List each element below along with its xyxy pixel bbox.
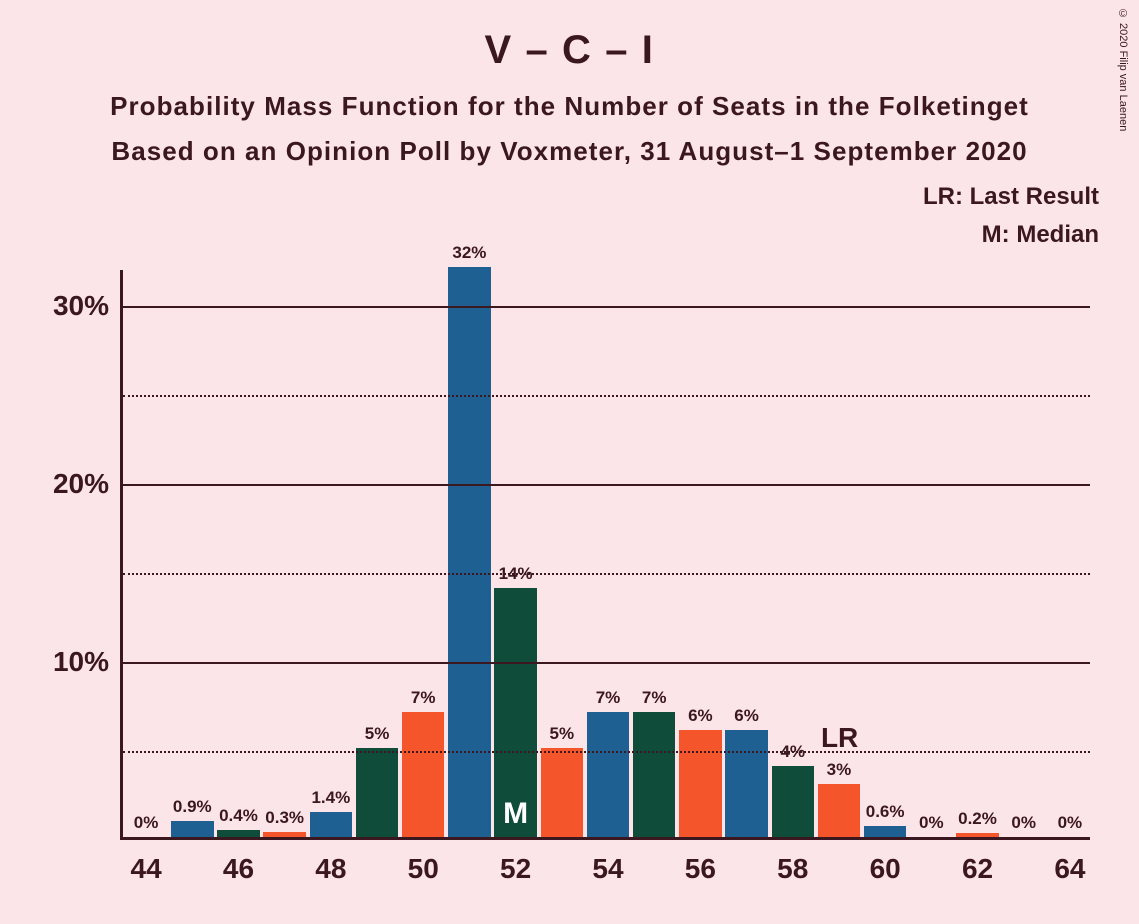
x-axis-label: 58 [777,853,808,885]
chart-title: V – C – I [0,0,1139,73]
x-axis-label: 48 [315,853,346,885]
bar: 7% [402,712,444,837]
bar-value-label: 0.6% [866,802,905,822]
bar-value-label: 1.4% [311,788,350,808]
x-axis-label: 62 [962,853,993,885]
x-axis-label: 60 [870,853,901,885]
bar: 5% [541,748,583,837]
bar-value-label: 6% [734,706,759,726]
bar: 1.4% [310,812,352,837]
y-axis-label: 30% [53,290,109,322]
bar: 4% [772,766,814,837]
gridline-major [123,484,1090,486]
chart-plot-area: 0%0.9%0.4%0.3%1.4%5%7%32%14%M5%7%7%6%6%4… [120,270,1090,840]
x-axis-label: 46 [223,853,254,885]
chart-subtitle-2: Based on an Opinion Poll by Voxmeter, 31… [0,122,1139,167]
legend-m: M: Median [923,216,1099,254]
bar: 7% [633,712,675,837]
gridline-minor [123,395,1090,397]
bar: 3% [818,784,860,837]
bar: 5% [356,748,398,837]
bar-value-label: 7% [642,688,667,708]
x-axis-label: 44 [131,853,162,885]
bar-value-label: 0% [1058,813,1083,833]
y-axis-label: 20% [53,468,109,500]
bar-value-label: 0% [1011,813,1036,833]
bar: 6% [679,730,721,837]
legend: LR: Last Result M: Median [923,178,1099,255]
bar-value-label: 32% [452,243,486,263]
chart-subtitle-1: Probability Mass Function for the Number… [0,73,1139,122]
bar-value-label: 0% [919,813,944,833]
bar-value-label: 6% [688,706,713,726]
gridline-minor [123,751,1090,753]
bar: 6% [725,730,767,837]
legend-lr: LR: Last Result [923,178,1099,216]
bar-value-label: 7% [411,688,436,708]
bar-value-label: 0.4% [219,806,258,826]
bar-value-label: 0.9% [173,797,212,817]
x-axis-label: 64 [1054,853,1085,885]
bar-value-label: 5% [549,724,574,744]
y-axis-label: 10% [53,646,109,678]
x-axis-label: 56 [685,853,716,885]
copyright-text: © 2020 Filip van Laenen [1117,8,1129,131]
gridline-major [123,662,1090,664]
x-axis-label: 50 [408,853,439,885]
bar: 0.9% [171,821,213,837]
median-indicator: M [503,797,528,831]
gridline-major [123,306,1090,308]
bar: 0.6% [864,826,906,837]
bar-value-label: 0% [134,813,159,833]
bar: 7% [587,712,629,837]
bar-value-label: 3% [827,760,852,780]
bar-value-label: 7% [596,688,621,708]
bar-value-label: 0.2% [958,809,997,829]
gridline-minor [123,573,1090,575]
bar: 0.2% [956,833,998,837]
x-axis-label: 52 [500,853,531,885]
bar: 14%M [494,588,536,837]
bar-value-label: 0.3% [265,808,304,828]
bar-value-label: 5% [365,724,390,744]
lr-indicator: LR [821,722,858,754]
bar: 0.3% [263,832,305,837]
bar: 0.4% [217,830,259,837]
x-axis-label: 54 [592,853,623,885]
